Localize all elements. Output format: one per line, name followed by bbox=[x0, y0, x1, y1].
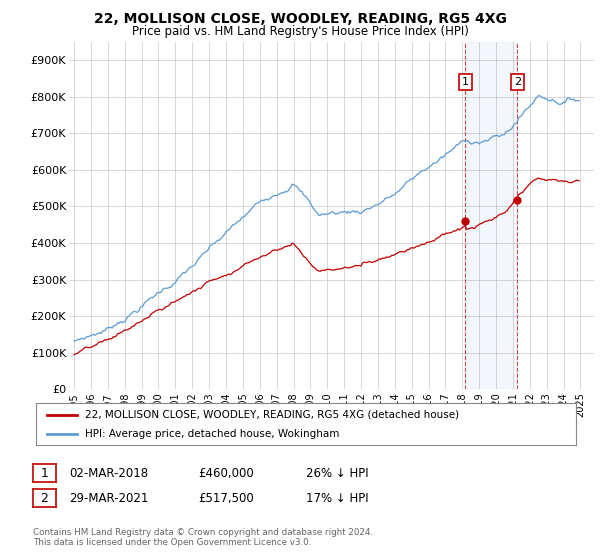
Text: 17% ↓ HPI: 17% ↓ HPI bbox=[306, 492, 368, 505]
Text: 26% ↓ HPI: 26% ↓ HPI bbox=[306, 466, 368, 480]
Text: 22, MOLLISON CLOSE, WOODLEY, READING, RG5 4XG: 22, MOLLISON CLOSE, WOODLEY, READING, RG… bbox=[94, 12, 506, 26]
Text: 2: 2 bbox=[40, 492, 49, 505]
Text: 22, MOLLISON CLOSE, WOODLEY, READING, RG5 4XG (detached house): 22, MOLLISON CLOSE, WOODLEY, READING, RG… bbox=[85, 409, 459, 419]
Text: 29-MAR-2021: 29-MAR-2021 bbox=[69, 492, 148, 505]
Text: £460,000: £460,000 bbox=[198, 466, 254, 480]
Text: 2: 2 bbox=[514, 77, 521, 87]
Text: Price paid vs. HM Land Registry's House Price Index (HPI): Price paid vs. HM Land Registry's House … bbox=[131, 25, 469, 38]
Text: 1: 1 bbox=[40, 466, 49, 480]
Text: 02-MAR-2018: 02-MAR-2018 bbox=[69, 466, 148, 480]
Text: 1: 1 bbox=[461, 77, 469, 87]
Text: £517,500: £517,500 bbox=[198, 492, 254, 505]
Text: Contains HM Land Registry data © Crown copyright and database right 2024.
This d: Contains HM Land Registry data © Crown c… bbox=[33, 528, 373, 547]
Text: HPI: Average price, detached house, Wokingham: HPI: Average price, detached house, Woki… bbox=[85, 429, 339, 439]
Bar bbox=[465, 42, 517, 389]
